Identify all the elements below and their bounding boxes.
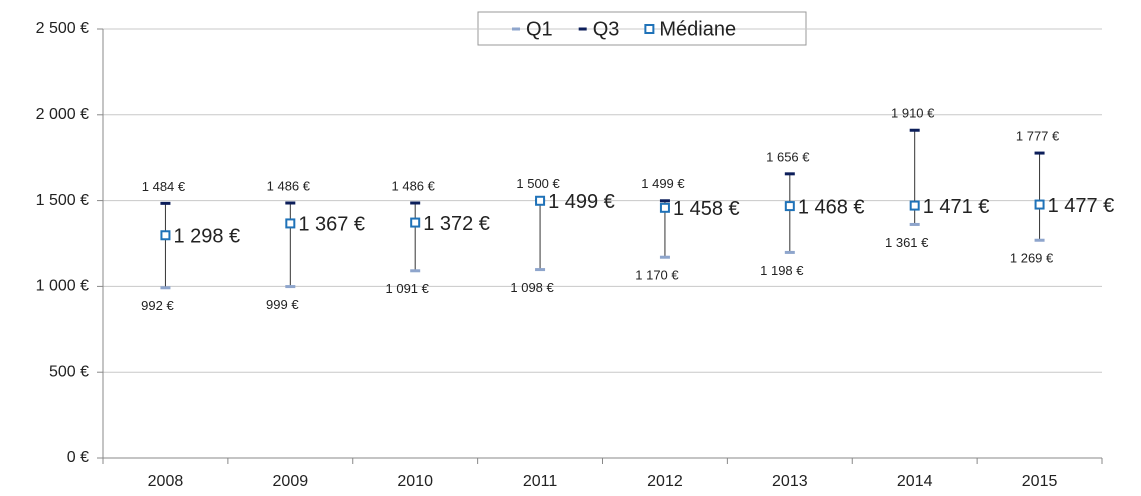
median-marker (1034, 199, 1045, 210)
legend-marker (644, 24, 655, 34)
legend-label: Médiane (659, 18, 736, 40)
q1-label: 999 € (266, 297, 299, 312)
median-label: 1 367 € (298, 214, 365, 236)
median-label: 1 468 € (798, 196, 865, 218)
median-marker (285, 218, 296, 229)
y-tick-label: 1 500 € (36, 192, 89, 209)
q1-label: 1 361 € (885, 235, 929, 250)
median-marker (410, 217, 421, 228)
median-label: 1 471 € (923, 196, 990, 218)
q1-label: 992 € (141, 298, 174, 313)
x-tick-label: 2013 (772, 473, 808, 490)
median-label: 1 458 € (673, 198, 740, 220)
y-tick-label: 0 € (67, 449, 89, 466)
q3-label: 1 500 € (516, 176, 560, 191)
q1-label: 1 091 € (386, 281, 430, 296)
y-tick-label: 500 € (49, 363, 89, 380)
x-tick-label: 2012 (647, 473, 683, 490)
x-tick-label: 2009 (273, 473, 309, 490)
y-tick-label: 2 000 € (36, 106, 89, 123)
q1-label: 1 198 € (760, 263, 804, 278)
x-tick-label: 2015 (1022, 473, 1058, 490)
q3-label: 1 777 € (1016, 129, 1060, 144)
y-tick-label: 2 500 € (36, 20, 89, 37)
q3-label: 1 486 € (267, 178, 311, 193)
median-marker (659, 202, 670, 213)
legend-label: Q1 (526, 18, 553, 40)
q3-label: 1 656 € (766, 149, 810, 164)
median-label: 1 298 € (173, 226, 240, 248)
median-marker (535, 195, 546, 206)
legend-label: Q3 (593, 18, 620, 40)
q3-label: 1 499 € (641, 176, 685, 191)
median-label: 1 372 € (423, 213, 490, 235)
q3-label: 1 910 € (891, 106, 935, 121)
x-tick-label: 2010 (397, 473, 433, 490)
q3-label: 1 484 € (142, 179, 186, 194)
q1-label: 1 269 € (1010, 251, 1054, 266)
median-marker (784, 201, 795, 212)
x-tick-label: 2014 (897, 473, 933, 490)
median-marker (160, 230, 171, 241)
median-marker (909, 200, 920, 211)
x-tick-label: 2008 (148, 473, 184, 490)
q1-label: 1 098 € (510, 280, 554, 295)
y-tick-label: 1 000 € (36, 278, 89, 295)
x-tick-label: 2011 (523, 473, 558, 490)
q3-label: 1 486 € (392, 178, 436, 193)
median-label: 1 499 € (548, 191, 615, 213)
median-label: 1 477 € (1048, 195, 1115, 217)
q1-label: 1 170 € (635, 268, 679, 283)
